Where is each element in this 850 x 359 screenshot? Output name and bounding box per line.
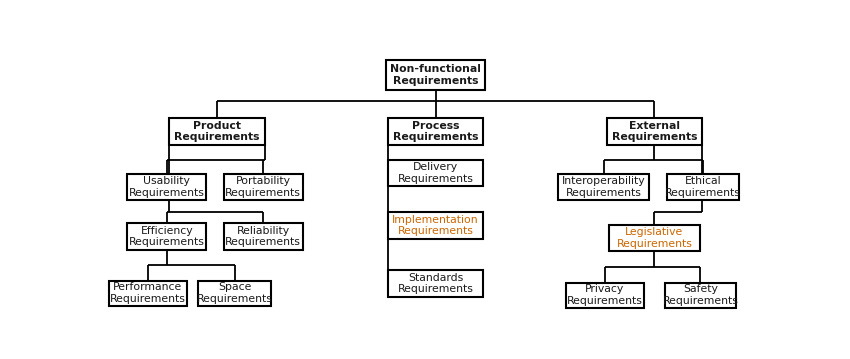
Text: Space
Requirements: Space Requirements	[196, 283, 273, 304]
FancyBboxPatch shape	[388, 270, 484, 297]
Text: External
Requirements: External Requirements	[612, 121, 697, 142]
Text: Implementation
Requirements: Implementation Requirements	[393, 215, 479, 236]
Text: Ethical
Requirements: Ethical Requirements	[666, 176, 741, 197]
FancyBboxPatch shape	[169, 118, 264, 145]
Text: Privacy
Requirements: Privacy Requirements	[567, 284, 643, 306]
Text: Product
Requirements: Product Requirements	[174, 121, 259, 142]
Text: Portability
Requirements: Portability Requirements	[225, 176, 301, 197]
FancyBboxPatch shape	[128, 174, 207, 200]
FancyBboxPatch shape	[128, 223, 207, 250]
FancyBboxPatch shape	[388, 213, 484, 239]
Text: Standards
Requirements: Standards Requirements	[398, 273, 473, 294]
Text: Process
Requirements: Process Requirements	[393, 121, 479, 142]
Text: Usability
Requirements: Usability Requirements	[129, 176, 205, 197]
FancyBboxPatch shape	[199, 281, 271, 306]
FancyBboxPatch shape	[224, 223, 303, 250]
FancyBboxPatch shape	[667, 174, 740, 200]
Text: Non-functional
Requirements: Non-functional Requirements	[390, 64, 481, 86]
Text: Performance
Requirements: Performance Requirements	[110, 283, 185, 304]
Text: Interoperability
Requirements: Interoperability Requirements	[562, 176, 645, 197]
FancyBboxPatch shape	[388, 118, 484, 145]
Text: Safety
Requirements: Safety Requirements	[662, 284, 739, 306]
Text: Efficiency
Requirements: Efficiency Requirements	[129, 226, 205, 247]
Text: Reliability
Requirements: Reliability Requirements	[225, 226, 301, 247]
FancyBboxPatch shape	[607, 118, 702, 145]
FancyBboxPatch shape	[665, 283, 736, 308]
FancyBboxPatch shape	[386, 60, 485, 90]
FancyBboxPatch shape	[224, 174, 303, 200]
FancyBboxPatch shape	[609, 225, 700, 251]
Text: Delivery
Requirements: Delivery Requirements	[398, 162, 473, 184]
FancyBboxPatch shape	[388, 160, 484, 186]
FancyBboxPatch shape	[566, 283, 643, 308]
FancyBboxPatch shape	[558, 174, 649, 200]
Text: Legislative
Requirements: Legislative Requirements	[616, 227, 692, 249]
FancyBboxPatch shape	[109, 281, 187, 306]
